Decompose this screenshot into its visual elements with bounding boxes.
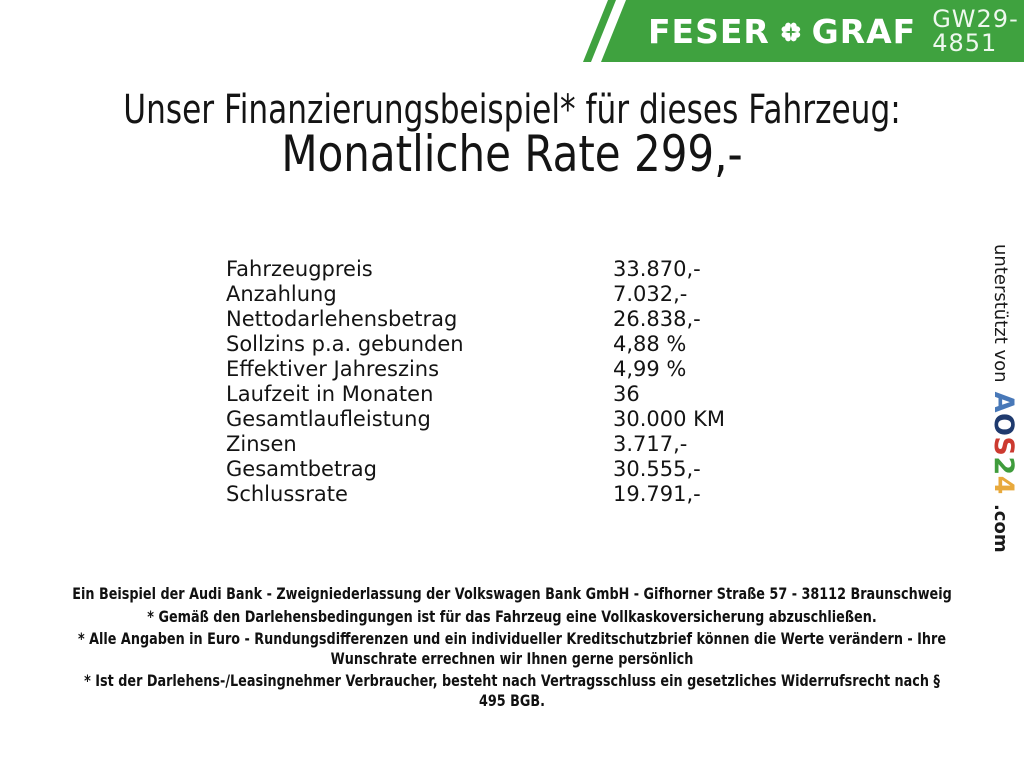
footer-disclaimers: Ein Beispiel der Audi Bank - Zweignieder… <box>72 584 952 713</box>
aos24-domain-suffix: .com <box>990 503 1011 553</box>
table-row: Gesamtbetrag 30.555,- <box>226 457 786 482</box>
financing-headline: Unser Finanzierungsbeispiel* für dieses … <box>123 87 901 133</box>
aos24-letter: 4 <box>988 475 1019 495</box>
row-label: Gesamtbetrag <box>226 457 378 481</box>
row-value: 36 <box>613 382 640 406</box>
supported-by-label: unterstützt von <box>990 244 1011 383</box>
disclaimer-euro: * Alle Angaben in Euro - Rundungsdiffere… <box>77 629 947 668</box>
banner-body <box>601 0 1024 62</box>
dealer-banner <box>560 0 1024 63</box>
supported-by-strip: unterstützt von AOS24 .com <box>988 244 1019 553</box>
row-label: Effektiver Jahreszins <box>226 357 440 381</box>
vehicle-code: GW29-4851 <box>932 5 1019 57</box>
row-value: 19.791,- <box>613 482 701 506</box>
banner-slash-stripe <box>583 0 616 62</box>
table-row: Sollzins p.a. gebunden 4,88 % <box>226 332 786 357</box>
table-row: Anzahlung 7.032,- <box>226 282 786 307</box>
disclaimer-widerruf: * Ist der Darlehens-/Leasingnehmer Verbr… <box>84 671 940 710</box>
brand-word-feser: FESER <box>648 11 770 51</box>
disclaimer-bank: Ein Beispiel der Audi Bank - Zweignieder… <box>72 584 952 603</box>
row-value: 4,99 % <box>613 357 687 381</box>
aos24-letter: 2 <box>988 456 1019 476</box>
row-label: Anzahlung <box>226 282 337 306</box>
table-row: Zinsen 3.717,- <box>226 432 786 457</box>
row-value: 30.555,- <box>613 457 701 481</box>
aos24-letter: O <box>988 412 1019 437</box>
row-label: Fahrzeugpreis <box>226 257 373 281</box>
row-label: Gesamtlaufleistung <box>226 407 431 431</box>
aos24-letter: A <box>988 391 1019 413</box>
aos24-letter: S <box>988 436 1019 457</box>
row-value: 3.717,- <box>613 432 688 456</box>
row-value: 26.838,- <box>613 307 701 331</box>
row-label: Laufzeit in Monaten <box>226 382 434 406</box>
brand-word-graf: GRAF <box>811 11 917 51</box>
aos24-logo: AOS24 <box>988 392 1019 495</box>
row-label: Nettodarlehensbetrag <box>226 307 458 331</box>
row-label: Zinsen <box>226 432 297 456</box>
row-value: 4,88 % <box>613 332 687 356</box>
table-row: Gesamtlaufleistung 30.000 KM <box>226 407 786 432</box>
row-label: Schlussrate <box>226 482 348 506</box>
table-row: Laufzeit in Monaten 36 <box>226 382 786 407</box>
disclaimer-vollkasko: * Gemäß den Darlehensbedingungen ist für… <box>147 606 877 626</box>
table-row: Nettodarlehensbetrag 26.838,- <box>226 307 786 332</box>
monthly-rate-headline: Monatliche Rate 299,- <box>281 125 743 183</box>
table-row: Effektiver Jahreszins 4,99 % <box>226 357 786 382</box>
clover-icon <box>781 22 801 42</box>
table-row: Fahrzeugpreis 33.870,- <box>226 257 786 282</box>
row-value: 7.032,- <box>613 282 688 306</box>
row-value: 33.870,- <box>613 257 701 281</box>
banner-content: FESER GRAF GW29-4851 <box>560 0 1024 62</box>
table-row: Schlussrate 19.791,- <box>226 482 786 507</box>
finance-table: Fahrzeugpreis 33.870,- Anzahlung 7.032,-… <box>226 257 786 507</box>
row-value: 30.000 KM <box>613 407 726 431</box>
banner-shape <box>583 0 1024 62</box>
row-label: Sollzins p.a. gebunden <box>226 332 464 356</box>
